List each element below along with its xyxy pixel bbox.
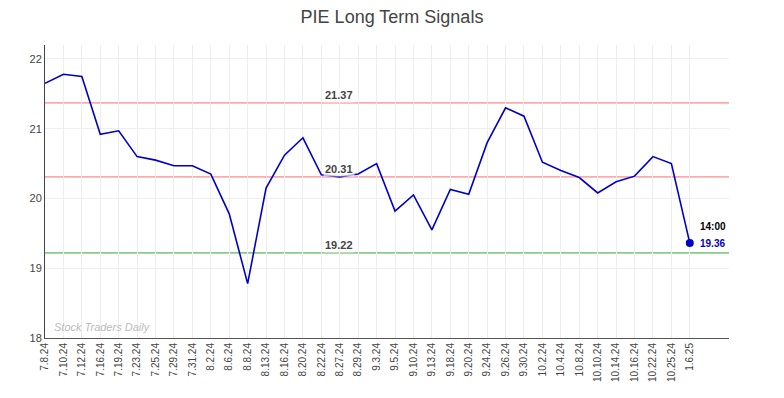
- svg-text:7.23.24: 7.23.24: [131, 343, 142, 377]
- svg-text:14:00: 14:00: [700, 221, 726, 232]
- svg-text:9.10.24: 9.10.24: [408, 343, 419, 377]
- svg-text:9.26.24: 9.26.24: [500, 343, 511, 377]
- svg-text:20.31: 20.31: [325, 163, 353, 175]
- svg-text:9.13.24: 9.13.24: [426, 343, 437, 377]
- svg-text:7.8.24: 7.8.24: [39, 343, 50, 371]
- svg-text:8.2.24: 8.2.24: [205, 343, 216, 371]
- svg-text:10.4.24: 10.4.24: [555, 343, 566, 377]
- svg-text:10.2.24: 10.2.24: [537, 343, 548, 377]
- svg-text:Stock Traders Daily: Stock Traders Daily: [54, 321, 151, 333]
- svg-text:18: 18: [30, 332, 42, 344]
- svg-text:9.20.24: 9.20.24: [463, 343, 474, 377]
- svg-text:PIE Long Term Signals: PIE Long Term Signals: [301, 7, 484, 27]
- svg-text:7.25.24: 7.25.24: [150, 343, 161, 377]
- svg-text:19.22: 19.22: [325, 239, 353, 251]
- svg-text:7.29.24: 7.29.24: [168, 343, 179, 377]
- svg-text:8.8.24: 8.8.24: [242, 343, 253, 371]
- svg-text:7.19.24: 7.19.24: [113, 343, 124, 377]
- svg-text:19.36: 19.36: [700, 238, 725, 249]
- svg-text:7.31.24: 7.31.24: [187, 343, 198, 377]
- svg-text:10.14.24: 10.14.24: [610, 343, 621, 382]
- svg-text:20: 20: [30, 192, 42, 204]
- svg-text:8.22.24: 8.22.24: [316, 343, 327, 377]
- svg-text:10.22.24: 10.22.24: [647, 343, 658, 382]
- svg-text:7.16.24: 7.16.24: [95, 343, 106, 377]
- svg-text:9.30.24: 9.30.24: [518, 343, 529, 377]
- svg-text:21.37: 21.37: [325, 89, 353, 101]
- svg-text:21: 21: [30, 123, 42, 135]
- svg-text:10.25.24: 10.25.24: [666, 343, 677, 382]
- svg-text:7.10.24: 7.10.24: [58, 343, 69, 377]
- svg-text:22: 22: [30, 53, 42, 65]
- svg-text:9.24.24: 9.24.24: [481, 343, 492, 377]
- svg-text:10.16.24: 10.16.24: [629, 343, 640, 382]
- svg-text:7.12.24: 7.12.24: [76, 343, 87, 377]
- svg-text:19: 19: [30, 262, 42, 274]
- svg-text:8.29.24: 8.29.24: [352, 343, 363, 377]
- svg-text:9.18.24: 9.18.24: [445, 343, 456, 377]
- svg-text:10.8.24: 10.8.24: [574, 343, 585, 377]
- svg-text:10.10.24: 10.10.24: [592, 343, 603, 382]
- svg-text:8.6.24: 8.6.24: [223, 343, 234, 371]
- svg-text:8.16.24: 8.16.24: [279, 343, 290, 377]
- svg-text:8.27.24: 8.27.24: [334, 343, 345, 377]
- svg-text:9.3.24: 9.3.24: [371, 343, 382, 371]
- svg-text:9.5.24: 9.5.24: [389, 343, 400, 371]
- svg-text:1.6.25: 1.6.25: [684, 343, 695, 371]
- svg-text:8.13.24: 8.13.24: [260, 343, 271, 377]
- svg-text:8.20.24: 8.20.24: [297, 343, 308, 377]
